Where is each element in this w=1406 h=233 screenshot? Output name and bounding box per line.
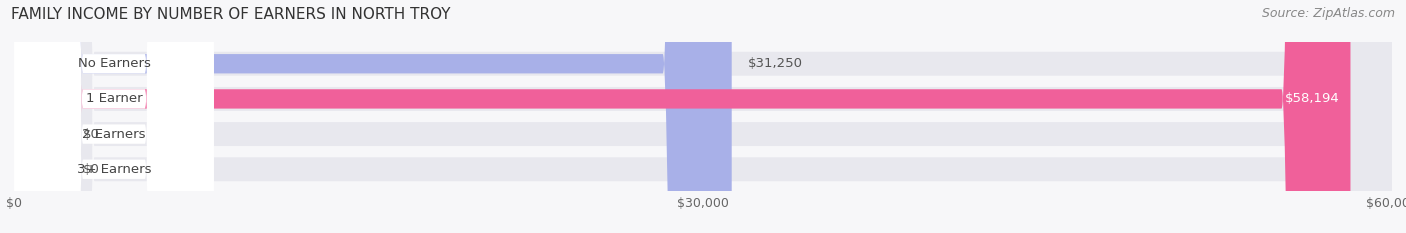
Text: Source: ZipAtlas.com: Source: ZipAtlas.com (1261, 7, 1395, 20)
Text: 3+ Earners: 3+ Earners (77, 163, 152, 176)
FancyBboxPatch shape (14, 0, 731, 233)
FancyBboxPatch shape (14, 0, 1392, 233)
FancyBboxPatch shape (14, 0, 1392, 233)
Text: $58,194: $58,194 (1285, 93, 1340, 105)
FancyBboxPatch shape (14, 0, 1351, 233)
FancyBboxPatch shape (14, 0, 214, 233)
Text: $0: $0 (83, 163, 100, 176)
FancyBboxPatch shape (14, 0, 1392, 233)
FancyBboxPatch shape (14, 0, 214, 233)
FancyBboxPatch shape (14, 0, 66, 233)
FancyBboxPatch shape (14, 0, 214, 233)
Text: 1 Earner: 1 Earner (86, 93, 142, 105)
Text: 2 Earners: 2 Earners (82, 128, 146, 140)
Text: $0: $0 (83, 128, 100, 140)
Text: FAMILY INCOME BY NUMBER OF EARNERS IN NORTH TROY: FAMILY INCOME BY NUMBER OF EARNERS IN NO… (11, 7, 451, 22)
FancyBboxPatch shape (14, 0, 1392, 233)
Text: No Earners: No Earners (77, 57, 150, 70)
FancyBboxPatch shape (14, 0, 66, 233)
FancyBboxPatch shape (14, 0, 214, 233)
Text: $31,250: $31,250 (748, 57, 803, 70)
